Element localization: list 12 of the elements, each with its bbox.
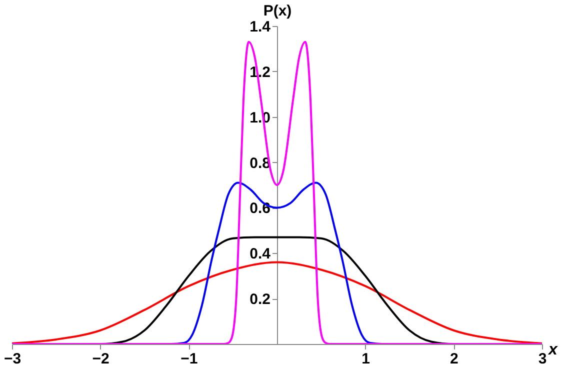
x-tick-label: −3: [4, 350, 22, 368]
x-axis-title: x: [548, 342, 558, 358]
y-axis-title: P(x): [263, 2, 292, 20]
x-tick-label: 1: [362, 350, 370, 368]
x-tick-label: 3: [538, 350, 547, 368]
x-tick-label: −2: [92, 350, 110, 368]
x-tick-label: 2: [450, 350, 458, 368]
y-tick-label: 0.6: [250, 200, 270, 218]
x-tick-label: −1: [180, 350, 198, 368]
y-tick-label: 0.4: [250, 246, 272, 263]
y-tick-label: 1.4: [250, 18, 272, 36]
y-tick-label: 0.2: [250, 291, 270, 308]
